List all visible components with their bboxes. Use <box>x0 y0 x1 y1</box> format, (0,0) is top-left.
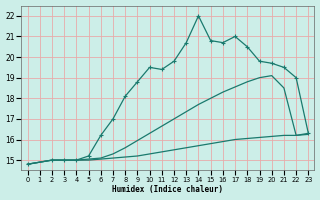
X-axis label: Humidex (Indice chaleur): Humidex (Indice chaleur) <box>112 185 223 194</box>
